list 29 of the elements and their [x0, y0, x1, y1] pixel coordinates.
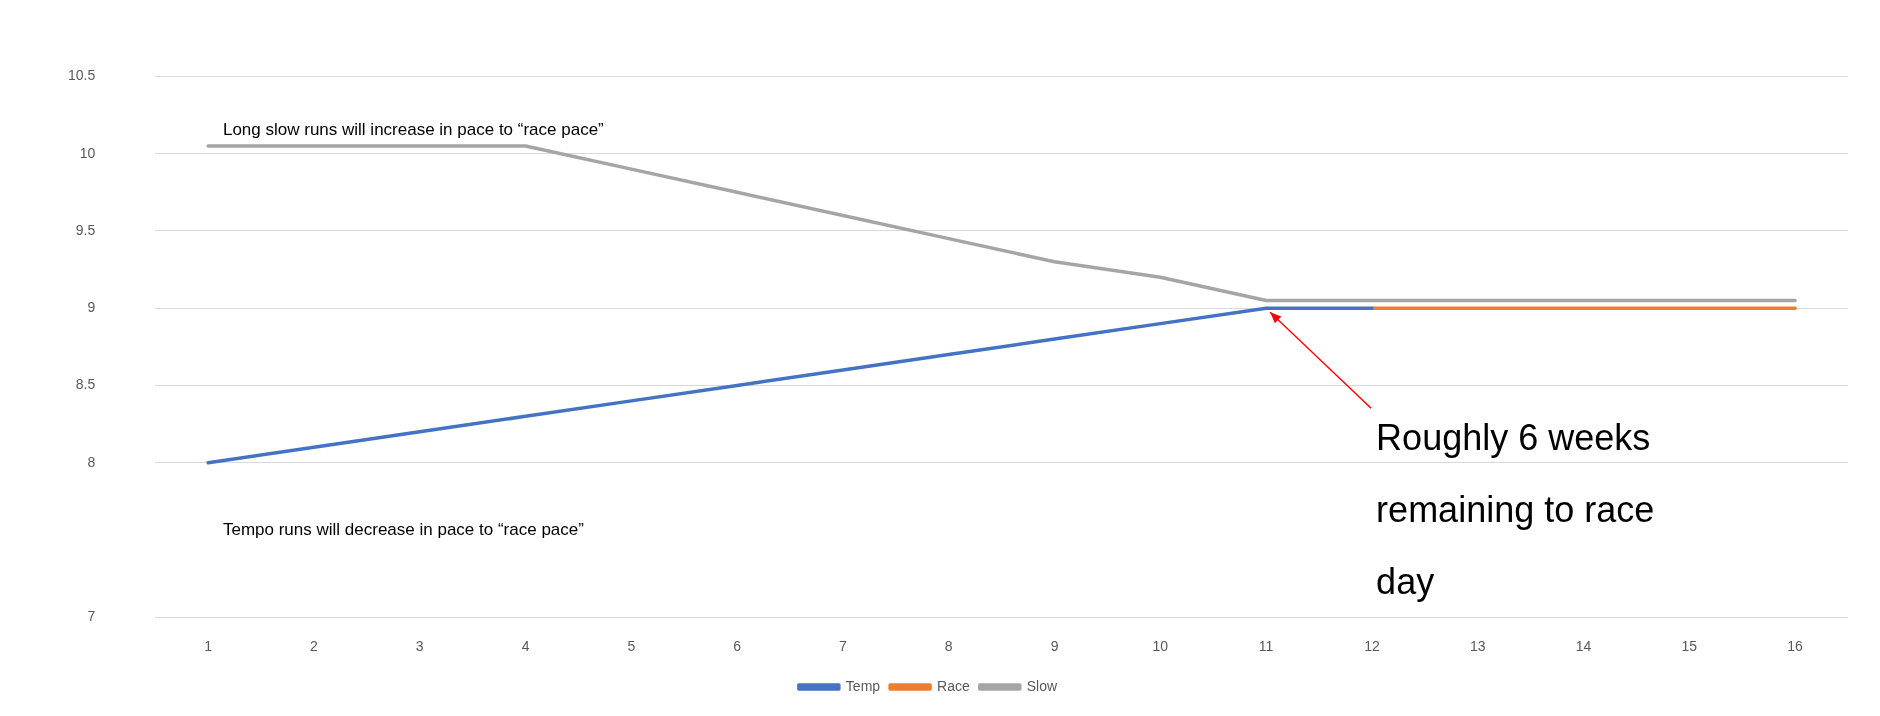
- y-tick-label: 8.5: [75, 376, 96, 393]
- y-tick-label: 9.5: [75, 221, 96, 238]
- legend-label: Slow: [1026, 677, 1059, 694]
- x-tick-label: 14: [1575, 638, 1592, 655]
- legend-label: Race: [937, 677, 970, 694]
- x-tick-label: 16: [1787, 638, 1804, 655]
- x-tick-label: 4: [521, 638, 530, 655]
- y-tick-label: 7: [87, 608, 96, 625]
- y-tick-label: 8: [87, 453, 96, 470]
- x-tick-label: 3: [415, 638, 424, 655]
- x-tick-label: 7: [839, 638, 848, 655]
- annotation: Roughly 6 weeks remaining to race day: [1376, 417, 1655, 603]
- x-tick-label: 9: [1050, 638, 1059, 655]
- x-tick-label: 5: [627, 638, 636, 655]
- y-tick-label: 10: [79, 144, 96, 161]
- legend-label: Temp: [845, 677, 881, 694]
- y-tick-label: 9: [87, 299, 96, 316]
- x-tick-label: 2: [310, 638, 319, 655]
- x-tick-label: 13: [1469, 638, 1486, 655]
- annotation: Long slow runs will increase in pace to “race pace”: [222, 120, 605, 140]
- x-tick-label: 8: [944, 638, 953, 655]
- y-tick-label: 10.5: [68, 67, 96, 84]
- x-tick-label: 6: [733, 638, 742, 655]
- x-tick-label: 12: [1364, 638, 1380, 655]
- x-tick-label: 10: [1152, 638, 1169, 655]
- x-tick-label: 1: [204, 638, 213, 655]
- annotation: Tempo runs will decrease in pace to “race pace”: [222, 520, 585, 540]
- x-tick-label: 11: [1258, 638, 1274, 655]
- x-tick-label: 15: [1681, 638, 1698, 655]
